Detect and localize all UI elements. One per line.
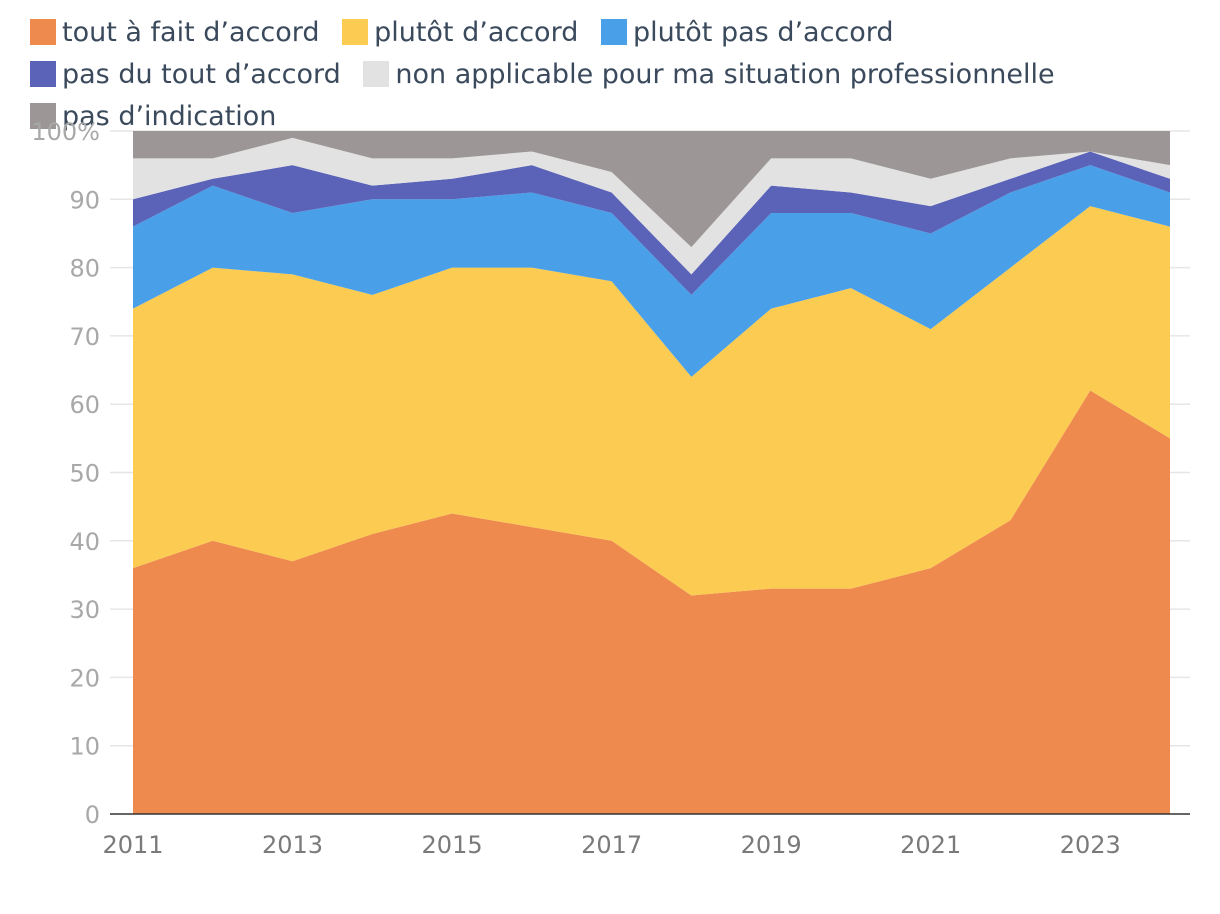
legend-swatch-tout-a-fait	[30, 19, 56, 45]
legend-swatch-pas-du-tout	[30, 61, 56, 87]
legend-swatch-non-applicable	[363, 61, 390, 87]
y-tick-label: 90	[69, 186, 100, 214]
legend-swatch-plutot-pas	[600, 19, 627, 45]
legend-swatch-pas-indication	[30, 103, 56, 129]
x-axis-ticks: 2011 2013 2015 2017 2019 2021 2023	[102, 831, 1120, 859]
y-tick-label: 10	[69, 733, 100, 761]
area-series	[133, 131, 1170, 814]
area-series-1[interactable]	[133, 206, 1170, 596]
y-tick-label: 40	[69, 528, 100, 556]
legend-item[interactable]: tout à fait d’accord	[30, 12, 319, 54]
y-tick-label: 30	[69, 596, 100, 624]
legend-item[interactable]: plutôt pas d’accord	[600, 12, 894, 54]
x-tick-label: 2017	[581, 831, 642, 859]
y-tick-label: 0	[85, 801, 100, 829]
x-tick-label: 2019	[741, 831, 802, 859]
x-tick-label: 2015	[422, 831, 483, 859]
area-series-2[interactable]	[133, 165, 1170, 377]
legend-label: plutôt pas d’accord	[632, 17, 894, 48]
area-series-3[interactable]	[133, 151, 1170, 295]
x-tick-label: 2011	[102, 831, 163, 859]
x-tick-label: 2021	[900, 831, 961, 859]
y-tick-label: 60	[69, 391, 100, 419]
y-tick-label: 70	[69, 323, 100, 351]
legend-item[interactable]: non applicable pour ma situation profess…	[363, 54, 1055, 96]
y-tick-label: 100%	[31, 118, 100, 146]
area-series-4[interactable]	[133, 137, 1170, 275]
y-tick-label: 80	[69, 255, 100, 283]
legend: tout à fait d’accord plutôt d’accord plu…	[30, 12, 1200, 138]
y-tick-label: 50	[69, 460, 100, 488]
y-tick-label: 20	[69, 664, 100, 692]
y-axis-ticks: 0 10 20 30 40 50 60 70 80 90 100%	[31, 118, 100, 829]
legend-swatch-plutot-accord	[342, 19, 369, 45]
legend-label: pas d’indication	[62, 101, 277, 132]
legend-label: tout à fait d’accord	[62, 17, 320, 48]
legend-label: non applicable pour ma situation profess…	[395, 59, 1055, 90]
x-tick-label: 2023	[1060, 831, 1121, 859]
x-tick-label: 2013	[262, 831, 323, 859]
legend-label: pas du tout d’accord	[62, 59, 341, 90]
area-series-5[interactable]	[133, 131, 1170, 248]
legend-item[interactable]: plutôt d’accord	[342, 12, 578, 54]
legend-item[interactable]: pas du tout d’accord	[30, 54, 341, 96]
area-series-0[interactable]	[133, 390, 1170, 814]
legend-item[interactable]: pas d’indication	[30, 96, 276, 138]
legend-label: plutôt d’accord	[374, 17, 579, 48]
